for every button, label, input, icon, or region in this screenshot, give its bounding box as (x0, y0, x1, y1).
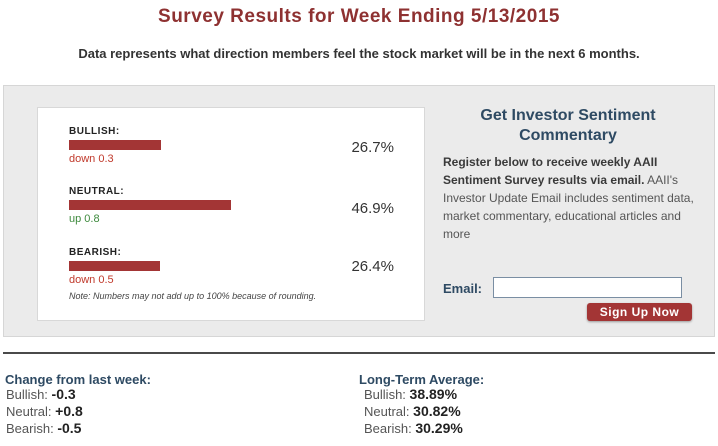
rounding-note: Note: Numbers may not add up to 100% bec… (69, 291, 317, 301)
change-bullish-value: -0.3 (51, 386, 76, 402)
change-neutral: Neutral: +0.8 (6, 403, 83, 419)
change-neutral-value: +0.8 (55, 403, 83, 419)
change-bearish-label: Bearish: (6, 421, 54, 436)
change-bullish-label: Bullish: (6, 387, 48, 402)
neutral-change: up 0.8 (69, 213, 100, 225)
bullish-percent: 26.7% (351, 139, 394, 156)
page-subtitle: Data represents what direction members f… (78, 46, 640, 61)
average-bearish-label: Bearish: (364, 421, 412, 436)
average-neutral: Neutral: 30.82% (364, 403, 461, 419)
change-heading: Change from last week: (5, 372, 151, 387)
neutral-label: NEUTRAL: (69, 186, 125, 197)
bullish-change: down 0.3 (69, 153, 114, 165)
bullish-bar (69, 140, 161, 150)
change-neutral-label: Neutral: (6, 404, 52, 419)
neutral-percent: 46.9% (351, 200, 394, 217)
average-bullish-label: Bullish: (364, 387, 406, 402)
average-heading: Long-Term Average: (359, 372, 485, 387)
bullish-label: BULLISH: (69, 126, 120, 137)
page-title: Survey Results for Week Ending 5/13/2015 (158, 6, 560, 27)
cta-body-rest: AAII's Investor Update Email includes se… (443, 173, 694, 241)
bearish-change: down 0.5 (69, 274, 114, 286)
change-bullish: Bullish: -0.3 (6, 386, 76, 402)
email-input[interactable] (493, 277, 682, 298)
average-neutral-value: 30.82% (413, 403, 461, 419)
cta-title: Get Investor Sentiment Commentary (480, 107, 656, 144)
bearish-percent: 26.4% (351, 258, 394, 275)
sign-up-button[interactable]: Sign Up Now (587, 303, 692, 321)
section-divider (3, 352, 715, 354)
average-neutral-label: Neutral: (364, 404, 410, 419)
neutral-bar (69, 200, 231, 210)
email-label: Email: (443, 281, 483, 296)
cta-body-bold: Register below to receive weekly AAII Se… (443, 155, 658, 187)
average-bearish-value: 30.29% (415, 420, 463, 436)
average-bullish-value: 38.89% (409, 386, 458, 402)
bearish-bar (69, 261, 160, 271)
change-bearish-value: -0.5 (57, 420, 82, 436)
change-bearish: Bearish: -0.5 (6, 420, 81, 436)
average-bullish: Bullish: 38.89% (364, 386, 457, 402)
cta-body: Register below to receive weekly AAII Se… (443, 153, 699, 243)
average-bearish: Bearish: 30.29% (364, 420, 463, 436)
bearish-label: BEARISH: (69, 247, 122, 258)
